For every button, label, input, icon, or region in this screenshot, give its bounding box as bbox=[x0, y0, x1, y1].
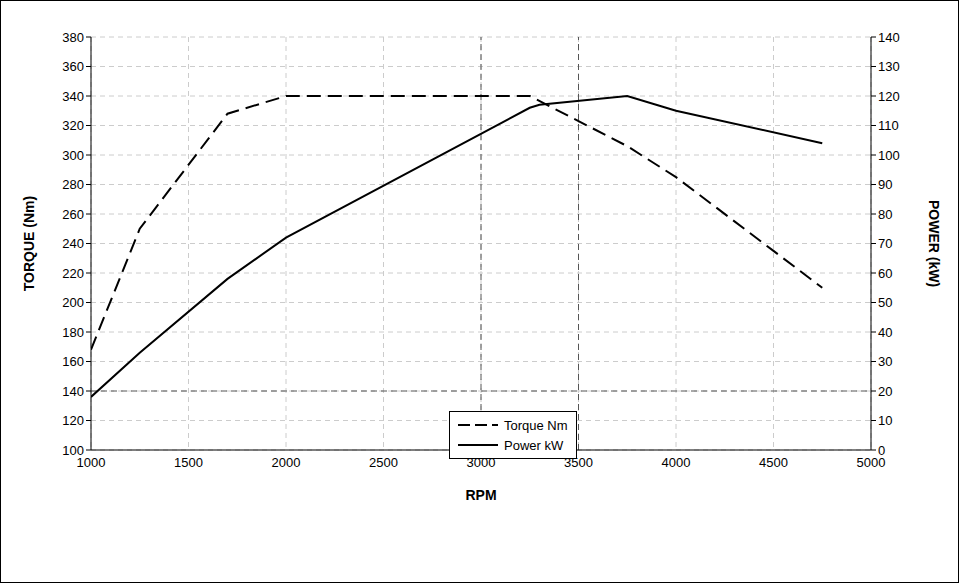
svg-text:5000: 5000 bbox=[856, 455, 886, 471]
svg-text:200: 200 bbox=[62, 295, 84, 310]
svg-text:4000: 4000 bbox=[662, 455, 691, 470]
svg-text:90: 90 bbox=[878, 177, 892, 192]
svg-text:0: 0 bbox=[878, 443, 885, 458]
svg-text:130: 130 bbox=[878, 59, 900, 74]
svg-text:2000: 2000 bbox=[272, 455, 301, 470]
svg-text:320: 320 bbox=[62, 118, 84, 133]
svg-text:3500: 3500 bbox=[564, 455, 593, 470]
svg-text:2500: 2500 bbox=[369, 455, 398, 470]
svg-text:40: 40 bbox=[878, 325, 892, 340]
svg-text:220: 220 bbox=[62, 266, 84, 281]
svg-text:100: 100 bbox=[878, 148, 900, 163]
svg-text:70: 70 bbox=[878, 236, 892, 251]
svg-text:140: 140 bbox=[62, 384, 84, 399]
svg-text:60: 60 bbox=[878, 266, 892, 281]
svg-text:160: 160 bbox=[62, 354, 84, 369]
svg-text:30: 30 bbox=[878, 354, 892, 369]
svg-text:360: 360 bbox=[62, 59, 84, 74]
svg-text:140: 140 bbox=[878, 30, 900, 45]
svg-text:10: 10 bbox=[878, 413, 892, 428]
svg-text:20: 20 bbox=[878, 384, 892, 399]
svg-text:POWER (kW): POWER (kW) bbox=[926, 200, 942, 287]
svg-text:180: 180 bbox=[62, 325, 84, 340]
svg-text:RPM: RPM bbox=[465, 487, 496, 503]
svg-text:1500: 1500 bbox=[174, 455, 203, 470]
svg-text:280: 280 bbox=[62, 177, 84, 192]
svg-text:TORQUE (Nm): TORQUE (Nm) bbox=[21, 196, 37, 291]
svg-text:120: 120 bbox=[878, 89, 900, 104]
svg-text:120: 120 bbox=[62, 413, 84, 428]
svg-text:300: 300 bbox=[62, 148, 84, 163]
svg-text:260: 260 bbox=[62, 207, 84, 222]
html-text:Power kW: Power kW bbox=[504, 437, 564, 453]
svg-text:3000: 3000 bbox=[467, 455, 496, 470]
svg-text:80: 80 bbox=[878, 207, 892, 222]
svg-text:240: 240 bbox=[62, 236, 84, 251]
svg-text:50: 50 bbox=[878, 295, 892, 310]
svg-text:110: 110 bbox=[878, 118, 899, 133]
svg-text:380: 380 bbox=[62, 30, 84, 45]
svg-text:100: 100 bbox=[62, 443, 84, 458]
html-text:Torque Nm: Torque Nm bbox=[504, 417, 568, 433]
svg-text:1000: 1000 bbox=[76, 455, 106, 471]
svg-text:340: 340 bbox=[62, 89, 84, 104]
svg-text:4500: 4500 bbox=[759, 455, 788, 470]
